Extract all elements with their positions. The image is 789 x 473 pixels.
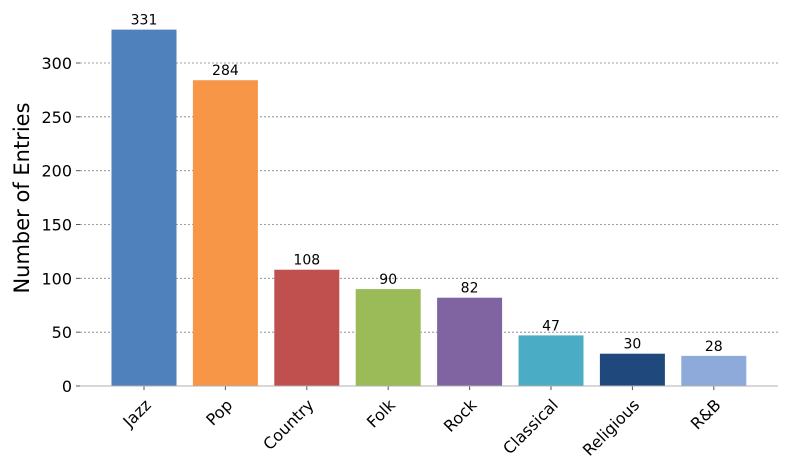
y-tick-label: 0 [62, 377, 72, 396]
x-tick-label: Jazz [119, 395, 155, 431]
y-tick-label: 150 [41, 216, 72, 235]
bar-pop [192, 80, 258, 386]
data-label: 284 [212, 63, 239, 79]
x-tick-label: Religious [579, 395, 643, 459]
data-label: 90 [379, 272, 397, 288]
bars [111, 29, 747, 387]
y-tick-label: 300 [41, 54, 72, 73]
data-label: 82 [461, 281, 479, 297]
bar-classical [518, 335, 584, 386]
data-label: 28 [705, 339, 723, 355]
x-tick-label: Folk [363, 395, 400, 432]
data-label: 47 [542, 318, 560, 334]
bar-country [274, 269, 340, 386]
x-tick-label: Pop [202, 395, 236, 429]
y-axis-title: Number of Entries [10, 102, 34, 293]
data-labels: 331 284 108 90 82 47 30 28 [131, 13, 723, 355]
x-tick-label: Rock [440, 395, 481, 436]
bar-rock [437, 297, 503, 386]
y-tick-label: 100 [41, 269, 72, 288]
x-tick-label: R&B [687, 395, 725, 433]
grid [80, 62, 778, 333]
y-tick-label: 50 [52, 323, 72, 342]
y-tick-label: 200 [41, 162, 72, 181]
x-tick-label: Classical [499, 395, 562, 458]
y-tick-label: 250 [41, 108, 72, 127]
data-label: 108 [293, 253, 320, 269]
data-label: 331 [131, 13, 158, 29]
bar-religious [599, 353, 665, 386]
bar-folk [355, 289, 421, 386]
bar-r-b [681, 355, 747, 386]
x-axis-ticks: Jazz Pop Country Folk Rock Classical Religious… [119, 386, 725, 460]
y-axis-ticks: 0 50 100 150 200 250 300 [41, 54, 80, 396]
x-tick-label: Country [259, 395, 317, 453]
data-label: 30 [623, 337, 641, 353]
bar-jazz [111, 29, 177, 387]
